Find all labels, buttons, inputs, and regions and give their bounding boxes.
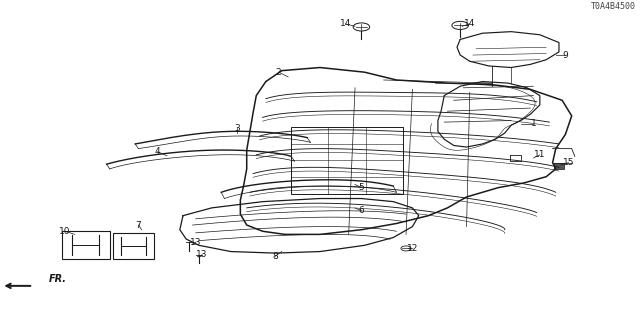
Bar [554,163,564,169]
Text: 8: 8 [273,252,278,261]
Text: 9: 9 [563,51,568,60]
Bar [113,233,154,259]
Text: 1: 1 [531,119,536,128]
Text: 12: 12 [406,244,418,253]
Bar [291,127,403,194]
Text: 14: 14 [464,19,476,28]
Text: 3: 3 [234,124,240,133]
Text: 4: 4 [155,147,161,156]
Text: 14: 14 [340,19,351,28]
Text: T0A4B4500: T0A4B4500 [591,2,636,12]
Text: 6: 6 [358,206,364,215]
Text: 13: 13 [196,250,208,259]
Text: 10: 10 [60,227,71,236]
Text: 5: 5 [358,183,364,192]
Text: 7: 7 [136,220,141,229]
Text: 11: 11 [534,150,545,159]
Bar [62,231,109,259]
Text: FR.: FR. [49,274,67,284]
Text: 13: 13 [190,238,202,247]
Text: 2: 2 [276,68,282,77]
Text: 15: 15 [563,158,574,167]
